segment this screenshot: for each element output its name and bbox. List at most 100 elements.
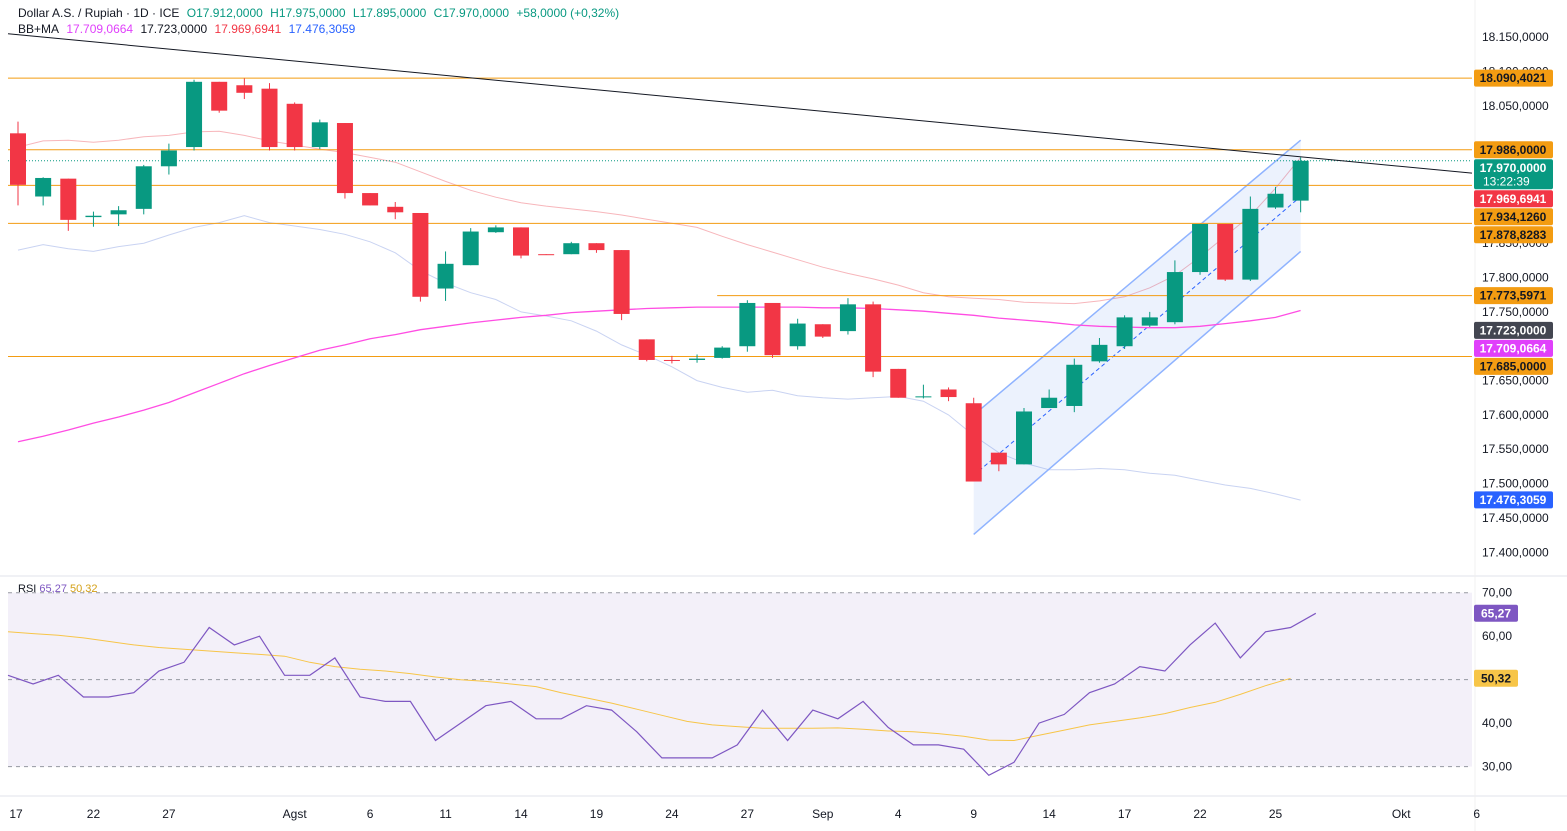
rsi-line [7, 612, 1317, 777]
candle-body-17 [437, 263, 454, 289]
price-label-6: 17.773,5971 [1480, 289, 1547, 303]
candle-body-34 [865, 304, 882, 372]
candle-body-48 [1217, 223, 1234, 280]
time-tick-5: 11 [439, 807, 452, 821]
candle-body-36 [915, 396, 932, 398]
candle-body-25 [638, 339, 655, 360]
rsi-tick-3: 30,00 [1482, 760, 1512, 774]
candle-body-23 [588, 243, 605, 251]
candle-body-8 [211, 81, 228, 111]
time-tick-13: 14 [1042, 807, 1056, 821]
candle-body-26 [663, 359, 680, 361]
time-tick-12: 9 [970, 807, 977, 821]
price-label-bg-0 [1474, 69, 1553, 87]
candle-body-9 [236, 85, 253, 93]
candle-body-31 [789, 323, 806, 347]
time-tick-8: 24 [665, 807, 679, 821]
time-tick-15: 22 [1193, 807, 1207, 821]
price-label-0: 18.090,4021 [1480, 71, 1547, 85]
candle-body-41 [1041, 397, 1058, 409]
indicator-value-lower: 17.476,3059 [288, 22, 356, 36]
rsi-name[interactable]: RSI [18, 583, 37, 595]
candle-body-28 [714, 347, 731, 358]
price-label-2: 17.970,0000 [1480, 161, 1547, 175]
candle-body-18 [462, 231, 479, 266]
candle-body-27 [689, 358, 706, 360]
price-label-10: 17.476,3059 [1480, 493, 1547, 507]
time-tick-6: 14 [514, 807, 528, 821]
price-label-8: 17.709,0664 [1480, 341, 1547, 355]
time-tick-18: 6 [1473, 807, 1480, 821]
price-label-bg-8 [1474, 339, 1553, 357]
price-label-3: 17.969,6941 [1480, 192, 1547, 206]
candle-body-1 [35, 177, 52, 197]
candle-body-45 [1141, 317, 1158, 326]
price-label-bg-10 [1474, 491, 1553, 509]
price-label-bg-6 [1474, 287, 1553, 305]
time-tick-9: 27 [741, 807, 755, 821]
price-label-bg-2 [1474, 159, 1553, 190]
candle-body-6 [160, 150, 177, 167]
candle-body-7 [186, 81, 203, 148]
candle-body-20 [513, 227, 529, 256]
indicator-value-ma: 17.709,0664 [66, 22, 134, 36]
price-tick-6: 17.650,0000 [1482, 374, 1549, 388]
candle-body-3 [85, 215, 102, 218]
low-value: L17.895,0000 [352, 6, 427, 20]
price-tick-11: 17.400,0000 [1482, 545, 1549, 559]
indicator-value-basis: 17.723,0000 [140, 22, 208, 36]
candle-body-39 [990, 452, 1007, 465]
symbol-title[interactable]: Dollar A.S. / Rupiah · 1D · ICE [18, 6, 180, 20]
bollinger-upper-band [17, 130, 1301, 305]
trend-line [7, 33, 1473, 174]
price-label-9: 17.685,0000 [1480, 359, 1547, 373]
candle-body-33 [839, 304, 856, 332]
time-tick-14: 17 [1118, 807, 1132, 821]
time-tick-10: Sep [812, 807, 834, 821]
moving-average-line [17, 306, 1301, 443]
rsi-label-bg-0 [1474, 604, 1518, 622]
indicator-value-upper: 17.969,6941 [214, 22, 282, 36]
price-label-5: 17.878,8283 [1480, 228, 1547, 242]
candle-body-35 [890, 368, 907, 398]
indicator-legend[interactable]: BB+MA 17.709,0664 17.723,0000 17.969,694… [18, 22, 359, 36]
price-label-bg-3 [1474, 190, 1553, 208]
rsi-tick-0: 70,00 [1482, 586, 1512, 600]
candle-body-50 [1267, 193, 1284, 208]
rsi-value: 65,27 [39, 583, 67, 595]
rsi-legend[interactable]: RSI 65,27 50,32 [18, 583, 98, 595]
price-tick-5: 17.750,0000 [1482, 305, 1549, 319]
candle-body-49 [1242, 208, 1259, 280]
candle-body-37 [940, 389, 957, 398]
rsi-tick-2: 40,00 [1482, 716, 1512, 730]
price-tick-10: 17.450,0000 [1482, 511, 1549, 525]
price-tick-7: 17.600,0000 [1482, 408, 1549, 422]
candle-body-21 [538, 254, 555, 256]
price-label-bg-1 [1474, 141, 1553, 159]
candle-body-4 [110, 210, 127, 215]
candle-body-30 [764, 302, 781, 356]
candle-body-38 [965, 403, 982, 482]
rsi-ma-line [7, 631, 1291, 742]
candle-body-2 [60, 178, 77, 220]
regression-channel-fill [973, 140, 1301, 535]
countdown-label: 13:22:39 [1483, 174, 1530, 188]
price-label-7: 17.723,0000 [1480, 323, 1547, 337]
time-tick-1: 22 [87, 807, 101, 821]
candle-body-12 [311, 122, 328, 148]
candle-body-32 [814, 324, 831, 337]
indicator-name[interactable]: BB+MA [18, 22, 60, 36]
rsi-tick-1: 60,00 [1482, 629, 1512, 643]
price-tick-0: 18.150,0000 [1482, 30, 1549, 44]
candle-body-40 [1016, 411, 1032, 465]
price-tick-4: 17.800,0000 [1482, 271, 1549, 285]
candle-body-19 [487, 227, 504, 233]
candle-body-43 [1091, 344, 1108, 362]
high-value: H17.975,0000 [270, 6, 346, 20]
candle-body-42 [1066, 364, 1083, 406]
rsi-label-bg-1 [1474, 669, 1518, 687]
time-tick-2: 27 [162, 807, 176, 821]
time-tick-0: 17 [9, 807, 23, 821]
candle-body-10 [261, 88, 278, 148]
